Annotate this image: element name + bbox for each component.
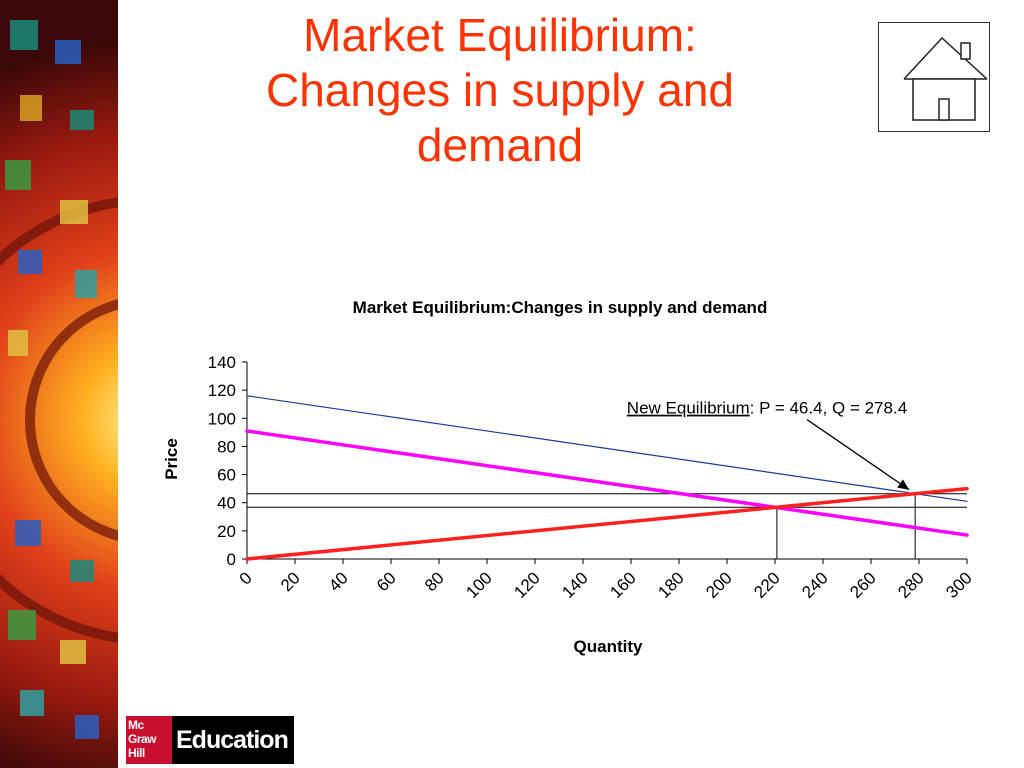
- x-tick-label: 200: [702, 568, 735, 601]
- y-axis-label: Price: [162, 438, 181, 480]
- annotation-text: : P = 46.4, Q = 278.4: [750, 399, 908, 418]
- x-tick-label: 20: [277, 568, 304, 595]
- x-tick-label: 120: [510, 568, 543, 601]
- y-tick-label: 60: [217, 466, 236, 485]
- equilibrium-annotation: New Equilibrium: P = 46.4, Q = 278.4: [627, 399, 907, 418]
- x-tick-label: 240: [798, 568, 831, 601]
- x-tick-label: 100: [462, 568, 495, 601]
- series-line-3: [245, 486, 969, 561]
- x-tick-label: 220: [750, 568, 783, 601]
- x-tick-label: 260: [846, 568, 879, 601]
- x-tick-label: 160: [606, 568, 639, 601]
- x-tick-label: 40: [325, 568, 352, 595]
- x-tick-label: 60: [373, 568, 400, 595]
- x-tick-label: 280: [894, 568, 927, 601]
- y-tick-label: 20: [217, 522, 236, 541]
- annotation-arrowhead: [897, 479, 910, 490]
- title-line-1: Market Equilibrium:: [303, 9, 697, 61]
- y-tick-label: 140: [208, 353, 236, 372]
- home-button[interactable]: [878, 22, 990, 132]
- x-tick-label: 180: [654, 568, 687, 601]
- equilibrium-chart: Market Equilibrium:Changes in supply and…: [162, 298, 976, 656]
- mcgraw-hill-mark: Mc Graw Hill: [126, 716, 172, 764]
- x-tick-label: 0: [236, 568, 256, 588]
- y-tick-label: 120: [208, 381, 236, 400]
- x-tick-label: 300: [942, 568, 975, 601]
- plot-area: 0 20 40 60 80 100 120 140 0 20 40 60 80 100 120 140 160 1…: [208, 353, 976, 602]
- title-line-3: demand: [416, 119, 584, 172]
- y-tick-label: 100: [208, 409, 236, 428]
- chart-title: Market Equilibrium:Changes in supply and…: [353, 298, 768, 317]
- x-tick-label: 80: [421, 568, 448, 595]
- education-wordmark: Education: [172, 716, 294, 764]
- annotation-underlined: New Equilibrium: [627, 399, 750, 418]
- y-tick-label: 0: [227, 550, 236, 569]
- y-tick-label: 80: [217, 437, 236, 456]
- stained-glass-decoration: [0, 0, 118, 768]
- house-icon: [903, 36, 988, 121]
- series-line-1: [246, 395, 968, 502]
- x-tick-label: 140: [558, 568, 591, 601]
- mcgraw-hill-education-logo: Mc Graw Hill Education: [126, 716, 294, 764]
- y-tick-label: 40: [217, 494, 236, 513]
- slide-title: Market Equilibrium: Changes in supply an…: [180, 8, 820, 174]
- series-line-2: [245, 429, 969, 537]
- x-axis-label: Quantity: [574, 637, 643, 656]
- annotation-arrow: [806, 419, 910, 491]
- title-line-2: Changes in supply and: [266, 64, 734, 117]
